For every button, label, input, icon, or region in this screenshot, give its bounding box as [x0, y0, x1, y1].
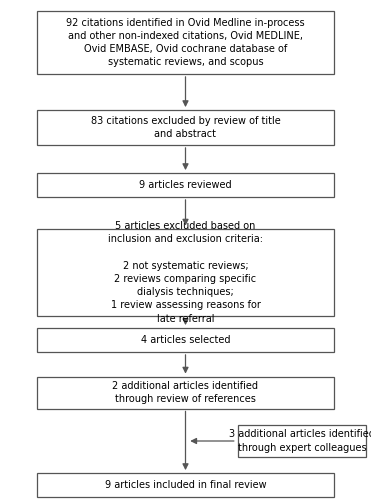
- FancyBboxPatch shape: [37, 376, 334, 408]
- FancyBboxPatch shape: [37, 229, 334, 316]
- FancyBboxPatch shape: [37, 328, 334, 352]
- FancyBboxPatch shape: [37, 11, 334, 74]
- Text: 92 citations identified in Ovid Medline in-process
and other non-indexed citatio: 92 citations identified in Ovid Medline …: [66, 18, 305, 68]
- FancyBboxPatch shape: [238, 425, 366, 457]
- Text: 9 articles included in final review: 9 articles included in final review: [105, 480, 266, 490]
- Text: 9 articles reviewed: 9 articles reviewed: [139, 180, 232, 190]
- Text: 3 additional articles identified
through expert colleagues: 3 additional articles identified through…: [229, 430, 371, 452]
- FancyBboxPatch shape: [37, 110, 334, 145]
- Text: 5 articles excluded based on
inclusion and exclusion criteria:

2 not systematic: 5 articles excluded based on inclusion a…: [108, 222, 263, 324]
- FancyBboxPatch shape: [37, 173, 334, 197]
- Text: 2 additional articles identified
through review of references: 2 additional articles identified through…: [112, 381, 259, 404]
- Text: 4 articles selected: 4 articles selected: [141, 335, 230, 345]
- FancyBboxPatch shape: [37, 473, 334, 497]
- Text: 83 citations excluded by review of title
and abstract: 83 citations excluded by review of title…: [91, 116, 280, 139]
